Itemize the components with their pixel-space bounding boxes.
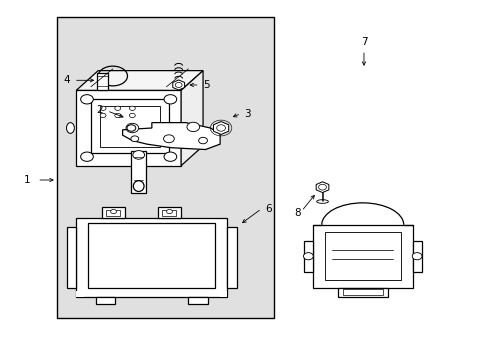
Text: 4: 4 <box>63 75 70 85</box>
Circle shape <box>115 106 121 111</box>
Circle shape <box>175 82 182 87</box>
Circle shape <box>129 106 135 111</box>
Circle shape <box>100 106 106 111</box>
Circle shape <box>81 95 93 104</box>
Bar <box>91 99 168 153</box>
Circle shape <box>216 125 225 131</box>
Bar <box>412 240 421 272</box>
Bar <box>88 223 215 288</box>
Bar <box>162 210 176 216</box>
Bar <box>96 297 115 305</box>
Circle shape <box>163 95 176 104</box>
Circle shape <box>163 135 174 143</box>
Circle shape <box>131 136 139 141</box>
Text: 2: 2 <box>96 105 103 115</box>
Circle shape <box>81 152 93 161</box>
Bar <box>66 226 76 288</box>
Bar <box>102 207 125 218</box>
Text: 3: 3 <box>244 109 251 119</box>
Bar <box>188 297 207 305</box>
Bar <box>131 151 146 193</box>
Circle shape <box>133 150 144 159</box>
Bar <box>312 225 412 288</box>
Bar <box>57 17 273 318</box>
Circle shape <box>411 253 421 260</box>
Text: 8: 8 <box>293 208 300 219</box>
Polygon shape <box>213 122 228 134</box>
Bar <box>76 90 181 166</box>
Ellipse shape <box>133 181 144 192</box>
Bar <box>304 240 312 272</box>
Polygon shape <box>122 123 220 149</box>
Bar <box>97 73 108 90</box>
Polygon shape <box>76 71 203 90</box>
Circle shape <box>186 122 199 132</box>
Circle shape <box>129 113 135 118</box>
Bar <box>100 106 160 147</box>
Circle shape <box>110 210 116 214</box>
Polygon shape <box>181 71 203 166</box>
Circle shape <box>163 152 176 161</box>
Bar <box>342 289 382 295</box>
Circle shape <box>318 184 326 190</box>
Ellipse shape <box>316 200 328 203</box>
Bar <box>325 232 400 280</box>
Circle shape <box>303 253 313 260</box>
Polygon shape <box>316 182 328 193</box>
Text: 1: 1 <box>24 175 31 185</box>
Circle shape <box>198 137 207 144</box>
Circle shape <box>126 123 139 133</box>
Polygon shape <box>172 80 184 90</box>
Circle shape <box>115 113 121 118</box>
Circle shape <box>166 210 172 214</box>
Text: 7: 7 <box>360 37 366 47</box>
Bar <box>220 291 227 297</box>
Bar <box>227 226 237 288</box>
Bar <box>158 207 181 218</box>
Circle shape <box>100 113 106 118</box>
Text: 6: 6 <box>264 204 271 214</box>
Circle shape <box>127 125 136 131</box>
Bar <box>105 210 120 216</box>
Text: 5: 5 <box>203 80 209 90</box>
Bar <box>76 291 83 297</box>
Ellipse shape <box>66 123 74 134</box>
Bar <box>76 218 227 297</box>
Bar <box>337 288 387 297</box>
